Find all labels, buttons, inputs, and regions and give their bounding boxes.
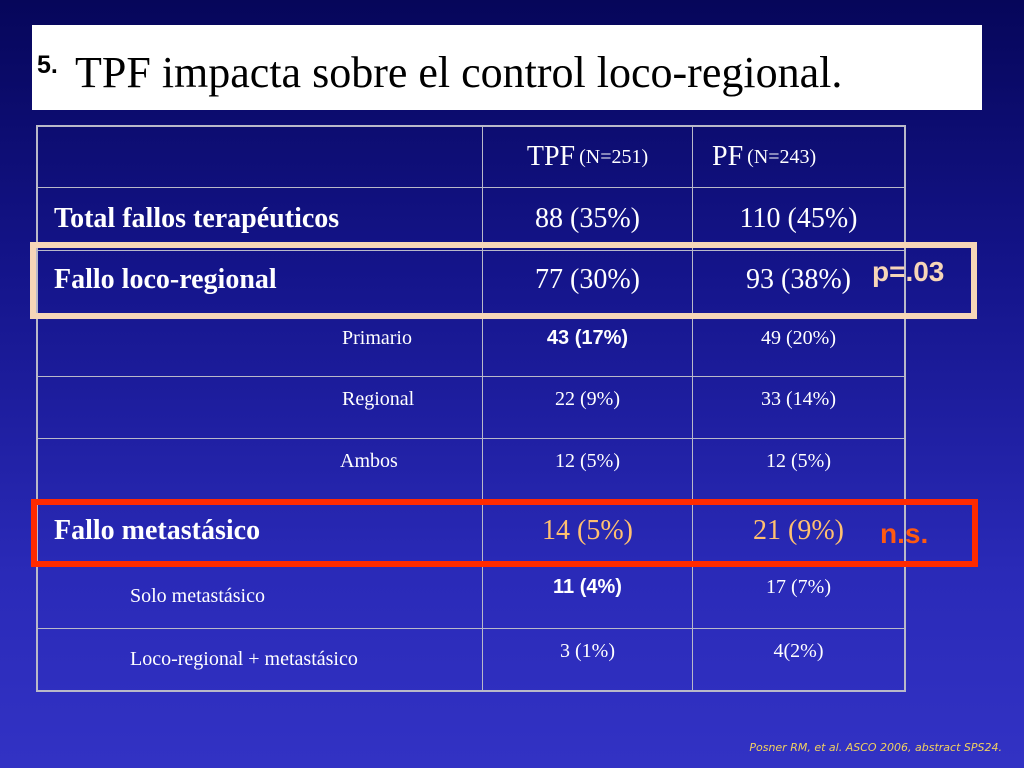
row-pf-ambos: 12 (5%) [766, 449, 831, 472]
locoregional-highlight-box [30, 242, 977, 319]
table-line [692, 125, 693, 692]
row-label-primario: Primario [342, 326, 412, 349]
row-pf-loco-metastatic: 4(2%) [773, 639, 824, 662]
row-label-solo-metastatic: Solo metastásico [130, 584, 265, 607]
table-line [482, 125, 483, 692]
row-tpf-regional: 22 (9%) [555, 387, 620, 410]
table-line [36, 628, 906, 629]
row-label-ambos: Ambos [340, 449, 398, 472]
header-tpf: TPF (N=251) [483, 127, 692, 187]
table-line [36, 125, 38, 692]
row-tpf-solo-metastatic: 11 (4%) [553, 575, 622, 598]
row-tpf-locoregional: 77 (30%) [535, 264, 640, 295]
row-tpf-metastatic: 14 (5%) [542, 515, 633, 546]
row-pf-total: 110 (45%) [739, 203, 858, 234]
header-pf-label: PF [712, 141, 744, 172]
slide-title: TPF impacta sobre el control loco-region… [75, 48, 843, 97]
metastatic-p-value: n.s. [880, 518, 929, 549]
table-line [904, 125, 906, 692]
slide-number: 5. [37, 51, 58, 79]
row-label-metastatic: Fallo metastásico [54, 515, 261, 546]
table-line [36, 690, 906, 692]
row-label-regional: Regional [342, 387, 415, 410]
row-pf-locoregional: 93 (38%) [746, 264, 851, 295]
row-pf-solo-metastatic: 17 (7%) [766, 575, 831, 598]
row-pf-primario: 49 (20%) [761, 326, 836, 349]
locoregional-p-value: p=.03 [872, 256, 945, 287]
row-label-locoregional: Fallo loco-regional [54, 264, 277, 295]
row-label-loco-metastatic: Loco-regional + metastásico [130, 647, 358, 670]
citation: Posner RM, et al. ASCO 2006, abstract SP… [749, 741, 1002, 754]
row-tpf-total: 88 (35%) [535, 203, 640, 234]
row-pf-metastatic: 21 (9%) [753, 515, 844, 546]
row-tpf-loco-metastatic: 3 (1%) [560, 639, 615, 662]
header-pf-n: (N=243) [747, 145, 817, 168]
table-line [36, 125, 906, 127]
table-line [36, 187, 906, 188]
metastatic-highlight-box [31, 499, 978, 567]
row-label-total: Total fallos terapéuticos [54, 203, 340, 234]
row-pf-regional: 33 (14%) [761, 387, 836, 410]
table-line [36, 376, 906, 377]
header-tpf-label: TPF [526, 141, 576, 172]
row-tpf-primario: 43 (17%) [546, 326, 629, 349]
header-tpf-n: (N=251) [579, 145, 649, 168]
header-pf: PF (N=243) [712, 127, 902, 187]
table-line [36, 438, 906, 439]
title-box: 5. TPF impacta sobre el control loco-reg… [32, 25, 982, 110]
row-tpf-ambos: 12 (5%) [555, 449, 620, 472]
table-line [36, 250, 906, 251]
